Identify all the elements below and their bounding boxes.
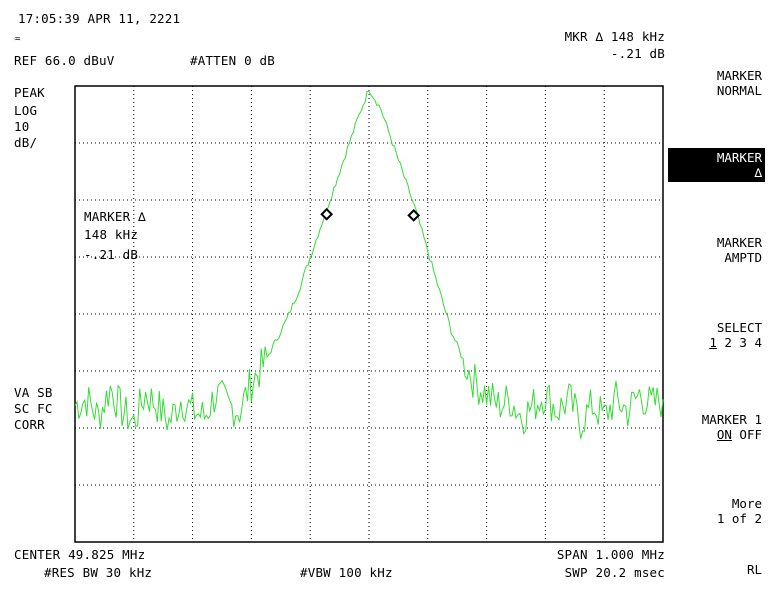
softkey-label: MARKER 1	[701, 412, 762, 427]
hp-logo-icon: ♒	[14, 32, 21, 45]
marker-readout-freq: MKR ∆ 148 kHz	[564, 29, 665, 44]
marker1-on: ON	[716, 427, 732, 442]
scale-value: 10	[14, 119, 30, 134]
softkey-marker-normal[interactable]: MARKER NORMAL	[668, 68, 762, 98]
delta-marker-icon	[407, 208, 421, 222]
marker-annotation-amp: -.21 dB	[84, 247, 139, 262]
softkey-marker-amptd[interactable]: MARKER AMPTD	[668, 235, 762, 265]
marker-annotation-title: MARKER ∆	[84, 209, 146, 224]
scale-type: LOG	[14, 103, 38, 118]
softkey-label: RL	[746, 562, 762, 577]
softkey-label: MARKER	[716, 68, 762, 83]
select-options-rest: 2 3 4	[716, 335, 762, 350]
softkey-label: MARKER	[716, 150, 762, 165]
softkey-rl[interactable]: RL	[668, 562, 762, 577]
softkey-options: 1 2 3 4	[668, 335, 762, 350]
graticule-border	[74, 85, 664, 543]
marker1-off: OFF	[731, 427, 762, 442]
datetime: 17:05:39 APR 11, 2221	[18, 11, 181, 26]
marker-readout-amp: -.21 dB	[610, 46, 665, 61]
select-option-1: 1	[709, 335, 717, 350]
softkey-label: AMPTD	[724, 250, 762, 265]
correction-label-1: SC FC	[14, 401, 53, 416]
softkey-select-marker[interactable]: SELECT 1 2 3 4	[668, 320, 762, 350]
softkey-label: SELECT	[716, 320, 762, 335]
graticule-grid	[75, 86, 663, 542]
correction-label-2: CORR	[14, 417, 45, 432]
softkey-label: 1 of 2	[716, 511, 762, 526]
ref-level: REF 66.0 dBuV	[14, 53, 115, 68]
marker-glyphs	[320, 207, 421, 222]
video-bandwidth: #VBW 100 kHz	[300, 565, 393, 580]
vavg-label: VA SB	[14, 385, 53, 400]
spectrum-trace	[74, 90, 664, 439]
scale-unit: dB/	[14, 135, 38, 150]
softkey-options: ON OFF	[668, 427, 762, 442]
resolution-bandwidth: #RES BW 30 kHz	[44, 565, 153, 580]
marker-annotation-freq: 148 kHz	[84, 227, 139, 242]
softkey-label: MARKER	[716, 235, 762, 250]
reference-marker-icon	[320, 207, 334, 221]
sweep-time: SWP 20.2 msec	[564, 565, 665, 580]
softkey-label: NORMAL	[716, 83, 762, 98]
softkey-marker-delta[interactable]: MARKER ∆	[668, 148, 765, 182]
softkey-label: More	[731, 496, 762, 511]
softkey-label: ∆	[754, 165, 762, 180]
softkey-marker1-on-off[interactable]: MARKER 1 ON OFF	[668, 412, 762, 442]
attenuation: #ATTEN 0 dB	[190, 53, 275, 68]
center-frequency: CENTER 49.825 MHz	[14, 547, 146, 562]
softkey-more[interactable]: More 1 of 2	[668, 496, 762, 526]
frequency-span: SPAN 1.000 MHz	[556, 547, 665, 562]
scale-detector: PEAK	[14, 85, 45, 100]
